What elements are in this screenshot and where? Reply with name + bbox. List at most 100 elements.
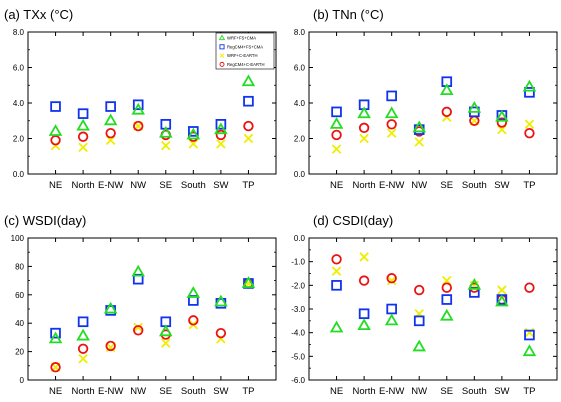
- panel-c-ytick-label: 60: [15, 291, 24, 300]
- panel-a-legend-label-wrf-c-earth: WRF+C-EARTH: [227, 53, 258, 58]
- panel-a-point-wrf-fs-cma-tp: [241, 74, 256, 87]
- panel-c-point-regcm4-c-earth-e-nw: [105, 340, 116, 352]
- panel-a-ytick-label: 6.0: [13, 64, 25, 73]
- panel-d-point-wrf-fs-cma-south: [467, 278, 482, 290]
- panel-a-point-regcm4-fs-cma-tp: [243, 95, 254, 107]
- panel-a-point-regcm4-c-earth-ne: [50, 135, 61, 146]
- panel-b-xtick-label-south: South: [462, 180, 487, 191]
- panel-a-xtick-label-north: North: [71, 180, 94, 191]
- panel-c-xtick-label-ne: NE: [49, 386, 62, 397]
- panel-c-point-wrf-fs-cma-tp: [241, 276, 256, 288]
- panel-a-ytick-label: 4.0: [13, 99, 25, 108]
- panel-c-point-wrf-c-earth-nw: [133, 322, 143, 333]
- panel-a-point-wrf-c-earth-sw: [216, 139, 226, 149]
- panel-d-point-wrf-c-earth-e-nw: [386, 275, 397, 286]
- panel-b-point-wrf-c-earth-nw: [414, 137, 424, 147]
- panel-a-legend-box: [215, 32, 275, 70]
- panel-c-ytick-label: 40: [15, 319, 24, 328]
- panel-b-point-wrf-fs-cma-south: [467, 101, 482, 113]
- panel-c-point-wrf-fs-cma-ne: [48, 331, 63, 344]
- panel-a-point-regcm4-fs-cma-ne: [50, 101, 61, 112]
- panel-b-plot-frame: [308, 31, 558, 175]
- panel-d-point-wrf-c-earth-north: [359, 252, 369, 262]
- panel-c-point-regcm4-c-earth-ne: [50, 362, 61, 373]
- panel-d-ytick-label: -5.0: [291, 352, 305, 361]
- panel-d-ytick-label: -3.0: [291, 305, 305, 314]
- panel-d-title: (d) CSDI(day): [313, 213, 393, 228]
- panel-b-point-wrf-fs-cma-sw: [495, 109, 509, 122]
- panel-a-legend: WRF+FS+CMA RegCM4+FS+CMA WRF+C-EARTH RegCM4…: [215, 32, 275, 70]
- panel-b-point-wrf-c-earth-e-nw: [386, 128, 397, 138]
- panel-d-xtick-label-se: SE: [440, 386, 453, 397]
- panel-b-point-regcm4-c-earth-ne: [331, 129, 342, 141]
- panel-a-legend-marker-regcm4-fs-cma: [219, 44, 225, 50]
- panel-d-point-wrf-fs-cma-ne: [329, 320, 344, 333]
- panel-b-point-regcm4-fs-cma-tp: [524, 87, 535, 98]
- panel-a: (a) TXx (°C) 0.0 2.0 4.0 6.0 8.0 NE North E-NW NW…: [4, 7, 277, 191]
- panel-a-point-regcm4-c-earth-sw: [215, 129, 227, 141]
- panel-a-point-wrf-fs-cma-ne: [48, 124, 63, 136]
- panel-c-ytick-label: 20: [15, 348, 24, 357]
- panel-b-xtick-label-ne: NE: [330, 180, 343, 191]
- panel-d-point-wrf-fs-cma-north: [357, 318, 371, 331]
- panel-b-ytick-label: 4.0: [294, 99, 306, 108]
- panel-c-point-wrf-c-earth-se: [161, 338, 171, 348]
- panel-a-point-wrf-fs-cma-north: [76, 118, 90, 131]
- panel-c-point-wrf-fs-cma-south: [186, 286, 201, 298]
- panel-c-plot-frame: [27, 237, 277, 381]
- panel-d-ytick-label: -6.0: [291, 376, 305, 385]
- panel-c-point-regcm4-c-earth-nw: [133, 325, 144, 336]
- panel-a-xtick-label-e-nw: E-NW: [98, 180, 123, 191]
- panel-a-ytick-label: 2.0: [13, 135, 25, 144]
- panel-c-point-regcm4-c-earth-north: [77, 343, 89, 354]
- panel-b-point-wrf-c-earth-north: [359, 133, 369, 144]
- panel-d-ytick-label: 0.0: [294, 234, 306, 243]
- panel-a-legend-label-regcm4-c-earth: RegCM4+C-EARTH: [227, 62, 265, 67]
- panel-c-point-wrf-fs-cma-nw: [131, 264, 146, 277]
- panel-d-point-regcm4-c-earth-se: [441, 282, 452, 293]
- panel-a-point-regcm4-c-earth-tp: [243, 120, 254, 132]
- panel-a-point-wrf-fs-cma-e-nw: [103, 113, 118, 126]
- panel-a-xtick-label-nw: NW: [130, 180, 146, 191]
- panel-d-xtick-label-e-nw: E-NW: [379, 386, 404, 397]
- panel-b-point-regcm4-fs-cma-e-nw: [386, 90, 397, 102]
- panel-b-xtick-label-nw: NW: [411, 180, 427, 191]
- panel-b-ytick-label: 8.0: [294, 28, 306, 37]
- panel-d-point-regcm4-c-earth-e-nw: [386, 273, 397, 284]
- panel-b-xtick-label-tp: TP: [523, 180, 535, 191]
- panel-b-ytick-label: 6.0: [294, 64, 306, 73]
- panel-c-ytick-label: 80: [15, 262, 24, 271]
- panel-b-point-wrf-c-earth-ne: [331, 144, 342, 154]
- panel-a-legend-label-wrf-fs-cma: WRF+FS+CMA: [227, 36, 256, 41]
- panel-a-point-regcm4-fs-cma-e-nw: [105, 101, 116, 112]
- panel-d-xtick-label-tp: TP: [523, 386, 535, 397]
- panel-a-legend-label-regcm4-fs-cma: RegCM4+FS+CMA: [227, 44, 263, 49]
- panel-a-point-regcm4-fs-cma-sw: [215, 119, 227, 130]
- panel-d-point-regcm4-c-earth-tp: [524, 282, 535, 293]
- panel-d-point-regcm4-c-earth-north: [358, 275, 370, 286]
- panel-d: (d) CSDI(day) -6.0 -5.0 -4.0 -3.0 -2.0 -1.0 0.0…: [291, 213, 558, 397]
- panel-d-ytick-label: -4.0: [291, 329, 305, 338]
- panel-b: (b) TNn (°C) 0.0 2.0 4.0 6.0 8.0 NE North E-NW NW…: [294, 7, 558, 191]
- panel-c-point-wrf-fs-cma-e-nw: [103, 301, 118, 314]
- panel-d-xtick-label-sw: SW: [494, 386, 509, 397]
- panel-c-xtick-label-tp: TP: [242, 386, 254, 397]
- panel-c-xtick-label-se: SE: [159, 386, 172, 397]
- panel-a-point-wrf-c-earth-se: [161, 140, 171, 151]
- panel-c: (c) WSDI(day) 0 20 40 60 80 100 NE North E-NW NW SE…: [4, 213, 277, 397]
- panel-b-point-regcm4-fs-cma-ne: [331, 106, 342, 118]
- panel-d-point-regcm4-fs-cma-north: [358, 308, 370, 320]
- panel-a-point-regcm4-c-earth-nw: [133, 120, 144, 132]
- panel-d-plot-frame: [308, 237, 558, 381]
- panel-b-xtick-label-sw: SW: [494, 180, 509, 191]
- panel-c-point-wrf-fs-cma-sw: [214, 294, 228, 307]
- panel-b-point-regcm4-c-earth-sw: [496, 117, 508, 128]
- panel-b-point-wrf-fs-cma-tp: [522, 79, 537, 92]
- panel-d-point-wrf-c-earth-ne: [331, 266, 342, 276]
- panel-d-xtick-label-ne: NE: [330, 386, 343, 397]
- panel-d-point-regcm4-c-earth-nw: [414, 284, 425, 296]
- panel-a-point-regcm4-fs-cma-south: [188, 126, 199, 137]
- panel-b-title: (b) TNn (°C): [313, 7, 384, 22]
- panel-c-point-wrf-fs-cma-se: [158, 324, 173, 337]
- panel-d-point-wrf-fs-cma-e-nw: [384, 313, 399, 326]
